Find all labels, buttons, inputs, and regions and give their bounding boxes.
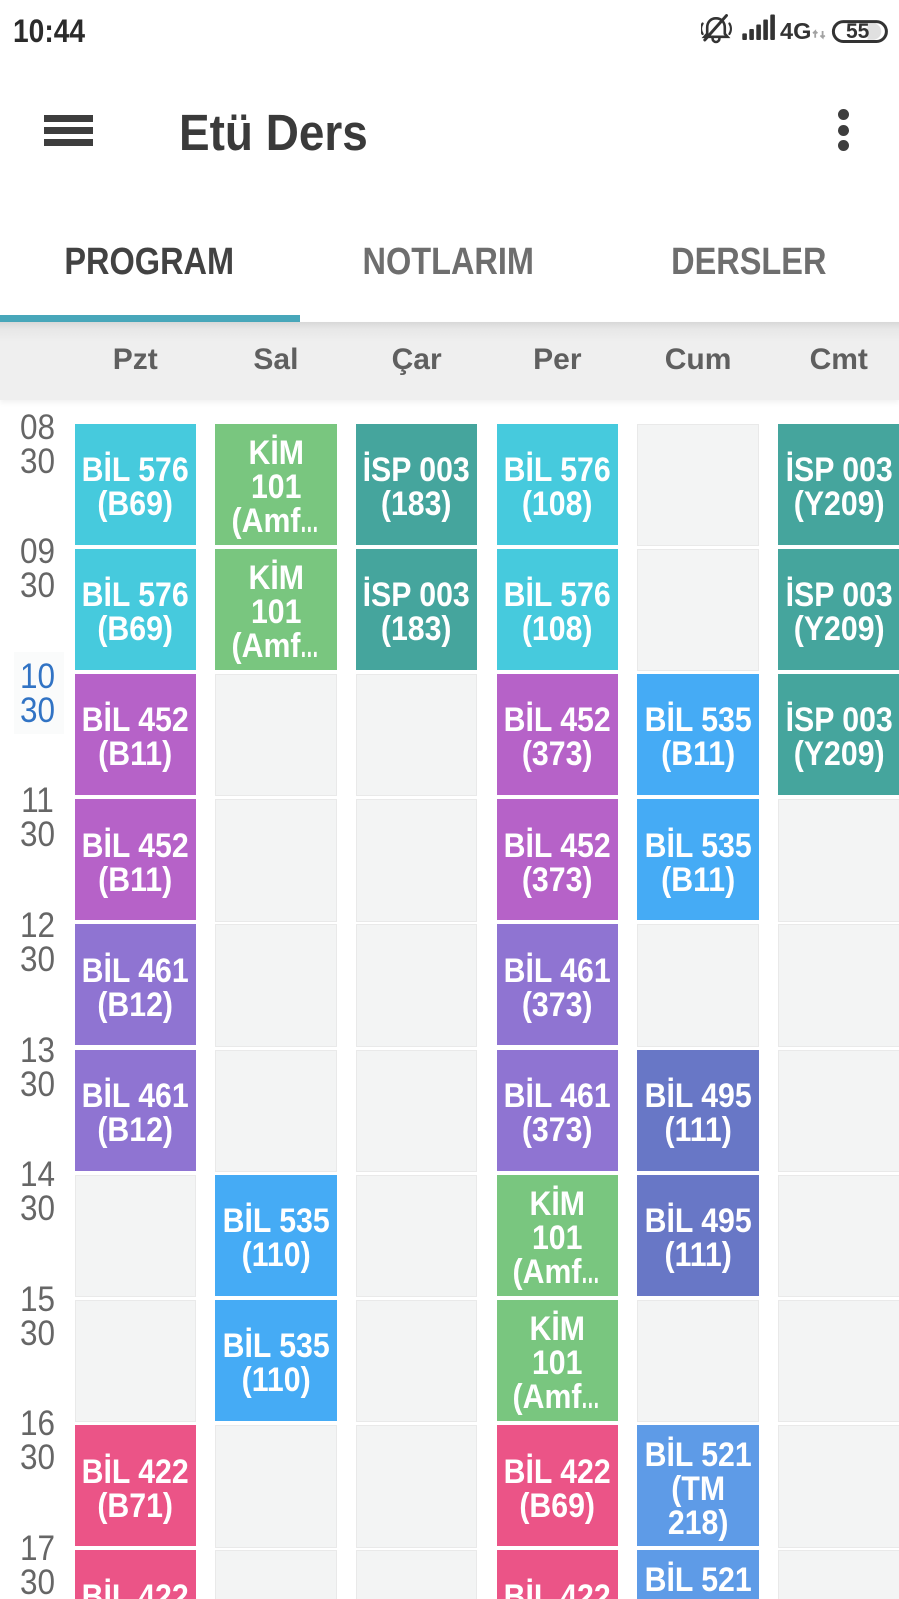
svg-text:55: 55	[846, 20, 870, 43]
svg-text:4G: 4G	[780, 18, 811, 44]
